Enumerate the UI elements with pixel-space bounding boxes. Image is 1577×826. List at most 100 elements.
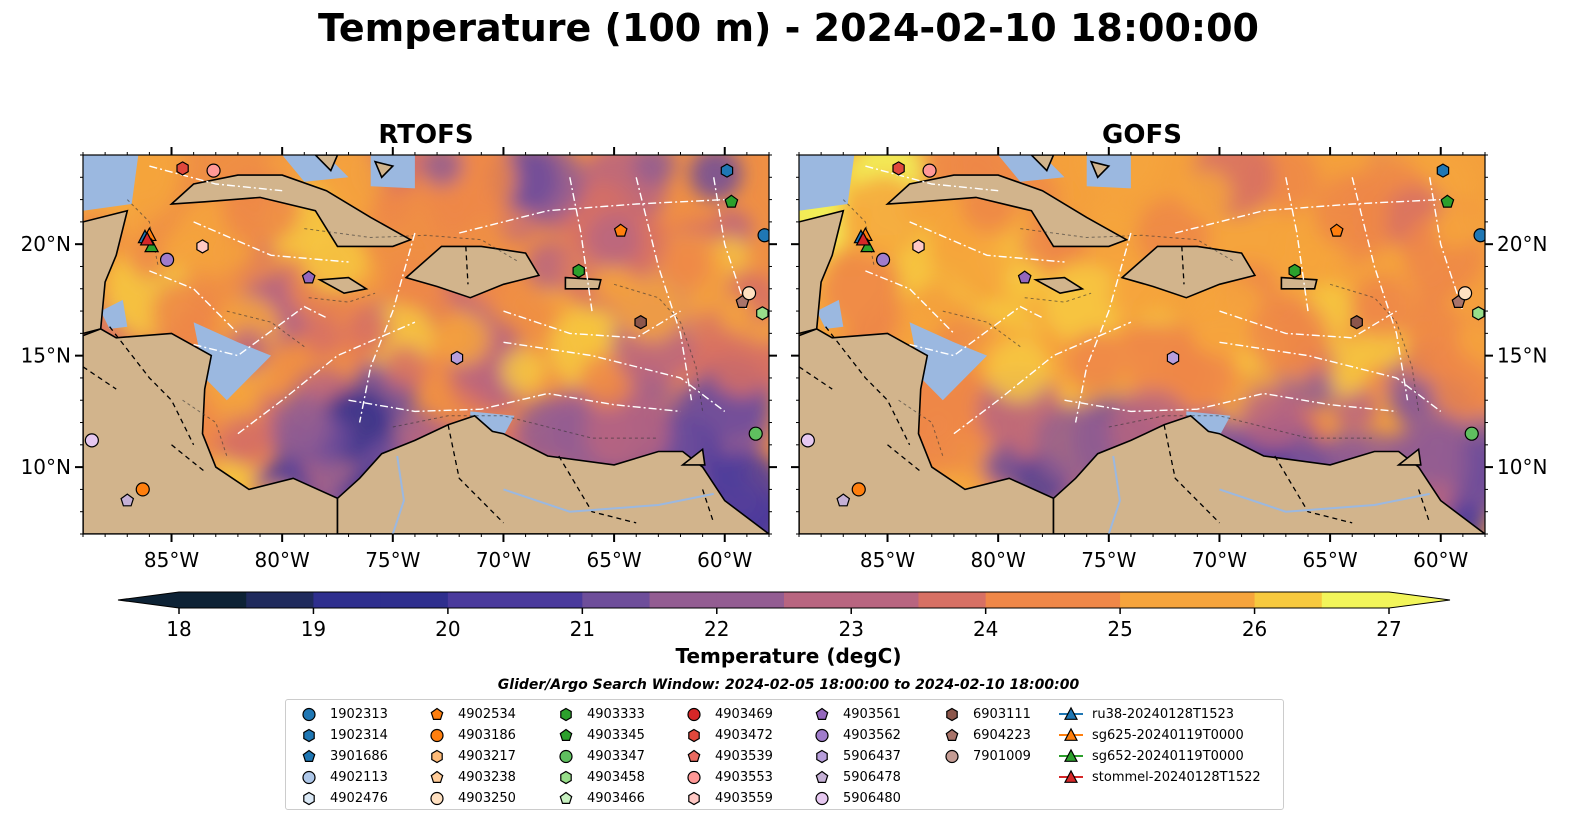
- pentagon-marker-icon: [559, 791, 573, 804]
- y-tick-label-right: 20°N: [1497, 232, 1547, 256]
- pentagon-marker-icon: [302, 749, 316, 762]
- legend-item: 7901009: [939, 746, 1031, 766]
- country-border: [447, 424, 504, 524]
- colorbar-block: [179, 592, 247, 608]
- colorbar-block: [447, 592, 516, 608]
- country-border: [1417, 489, 1431, 524]
- x-tick-label: 60°W: [1413, 548, 1468, 572]
- legend-item: 4903562: [809, 725, 901, 745]
- eez-boundary: [909, 221, 1065, 263]
- legend-item: 4903250: [424, 788, 516, 808]
- colorbar-block: [313, 592, 382, 608]
- land-cuba: [169, 174, 413, 248]
- x-tick-label: 80°W: [971, 548, 1026, 572]
- colorbar-tick-label: 27: [1376, 617, 1401, 641]
- river: [391, 455, 405, 534]
- x-tick-label: 75°W: [1081, 548, 1136, 572]
- pentagon-marker-icon: [945, 728, 959, 741]
- legend-item: 1902314: [296, 725, 388, 745]
- country-border: [1181, 246, 1185, 285]
- country-border: [109, 326, 195, 446]
- colorbar-extend-high: [1389, 592, 1450, 608]
- legend-label: 4903561: [843, 706, 901, 722]
- legend-item: 4903347: [553, 746, 645, 766]
- colorbar-block: [716, 592, 785, 608]
- legend-label: 4903562: [843, 727, 901, 743]
- marker-6903111: [1350, 315, 1363, 330]
- legend-label: 4903466: [587, 790, 645, 806]
- colorbar-tick-label: 23: [838, 617, 863, 641]
- legend-item: 4902113: [296, 767, 388, 787]
- marker-4903345: [1440, 194, 1455, 208]
- triangle-marker-icon: [1059, 769, 1083, 783]
- x-tick-label: 80°W: [255, 548, 310, 572]
- x-tick-label: 65°W: [1302, 548, 1357, 572]
- marker-4903472: [176, 161, 189, 176]
- legend-item: 4903539: [681, 746, 773, 766]
- y-tick-label-right: 15°N: [1497, 344, 1547, 368]
- marker-4903561: [301, 270, 316, 284]
- country-border: [825, 326, 911, 446]
- panel-title-gofs: GOFS: [1102, 120, 1182, 150]
- legend-item: 4903238: [424, 767, 516, 787]
- legend-label: 7901009: [973, 748, 1031, 764]
- isobath-contour: [1108, 415, 1375, 439]
- colorbar-label: Temperature (degC): [675, 644, 902, 668]
- legend-label: 6903111: [973, 706, 1031, 722]
- isobath-contour: [392, 415, 659, 439]
- country-border: [558, 455, 637, 524]
- isobath-contour: [1020, 228, 1236, 263]
- marker-1902313: [1473, 228, 1485, 243]
- marker-5906480: [84, 433, 99, 448]
- legend-item: 4903333: [553, 704, 645, 724]
- legend-label: ru38-20240128T1523: [1092, 706, 1235, 722]
- country-border: [701, 489, 715, 524]
- land-bahamasA: [1030, 155, 1055, 173]
- pentagon-marker-icon: [815, 770, 829, 783]
- triangle-marker-icon: [1059, 748, 1083, 762]
- x-tick-label: 75°W: [365, 548, 420, 572]
- eez-boundary: [503, 310, 681, 339]
- marker-5906478: [120, 493, 135, 507]
- marker-5906480: [800, 433, 815, 448]
- marker-4903562: [875, 252, 891, 267]
- eez-boundary: [459, 198, 725, 234]
- marker-5906437: [1166, 350, 1180, 366]
- triangle-marker-icon: [1059, 727, 1083, 741]
- marker-4902534: [1329, 223, 1344, 237]
- eez-boundary: [1429, 177, 1464, 312]
- legend-item: 3901686: [296, 746, 388, 766]
- legend-item: 4903458: [553, 767, 645, 787]
- pentagon-marker-icon: [430, 770, 444, 783]
- eez-boundary: [193, 305, 327, 357]
- country-border: [1274, 455, 1353, 524]
- map-panels: 85°W 80°W 75°W 70°W 65°W 60°W 10°N 15°N 20°N 85°W…: [21, 147, 1547, 572]
- colorbar-block: [649, 592, 718, 608]
- y-tick-label-left: 15°N: [21, 344, 71, 368]
- isobath-contour: [898, 399, 944, 457]
- eez-boundary: [1175, 198, 1441, 234]
- land-bahamasA: [314, 155, 339, 173]
- shallow-shelf: [370, 155, 415, 189]
- legend-label: 4903250: [458, 790, 516, 806]
- land-centralAm: [799, 328, 1055, 534]
- pentagon-marker-icon: [687, 749, 701, 762]
- hexagon-marker-icon: [688, 728, 700, 743]
- marker-stommel-20240128T1522: [855, 231, 871, 246]
- map-gofs: [799, 155, 1485, 534]
- colorbar-block: [918, 592, 987, 608]
- land-bahamasB: [1089, 160, 1111, 179]
- eez-boundary: [1064, 392, 1397, 413]
- legend-label: 4903186: [458, 727, 516, 743]
- x-tick-label: 60°W: [697, 548, 752, 572]
- legend-item: 6903111: [939, 704, 1031, 724]
- isobath-contour: [1024, 292, 1092, 303]
- land-cuba: [885, 174, 1129, 248]
- land-trinidad: [680, 447, 706, 466]
- eez-boundary: [953, 321, 1132, 435]
- map-frame: [82, 154, 770, 535]
- colorbar-block: [246, 592, 314, 608]
- legend-item: sg652-20240119T0000: [1058, 746, 1244, 766]
- colorbar-tick-label: 19: [301, 617, 326, 641]
- marker-4903250: [1457, 286, 1473, 301]
